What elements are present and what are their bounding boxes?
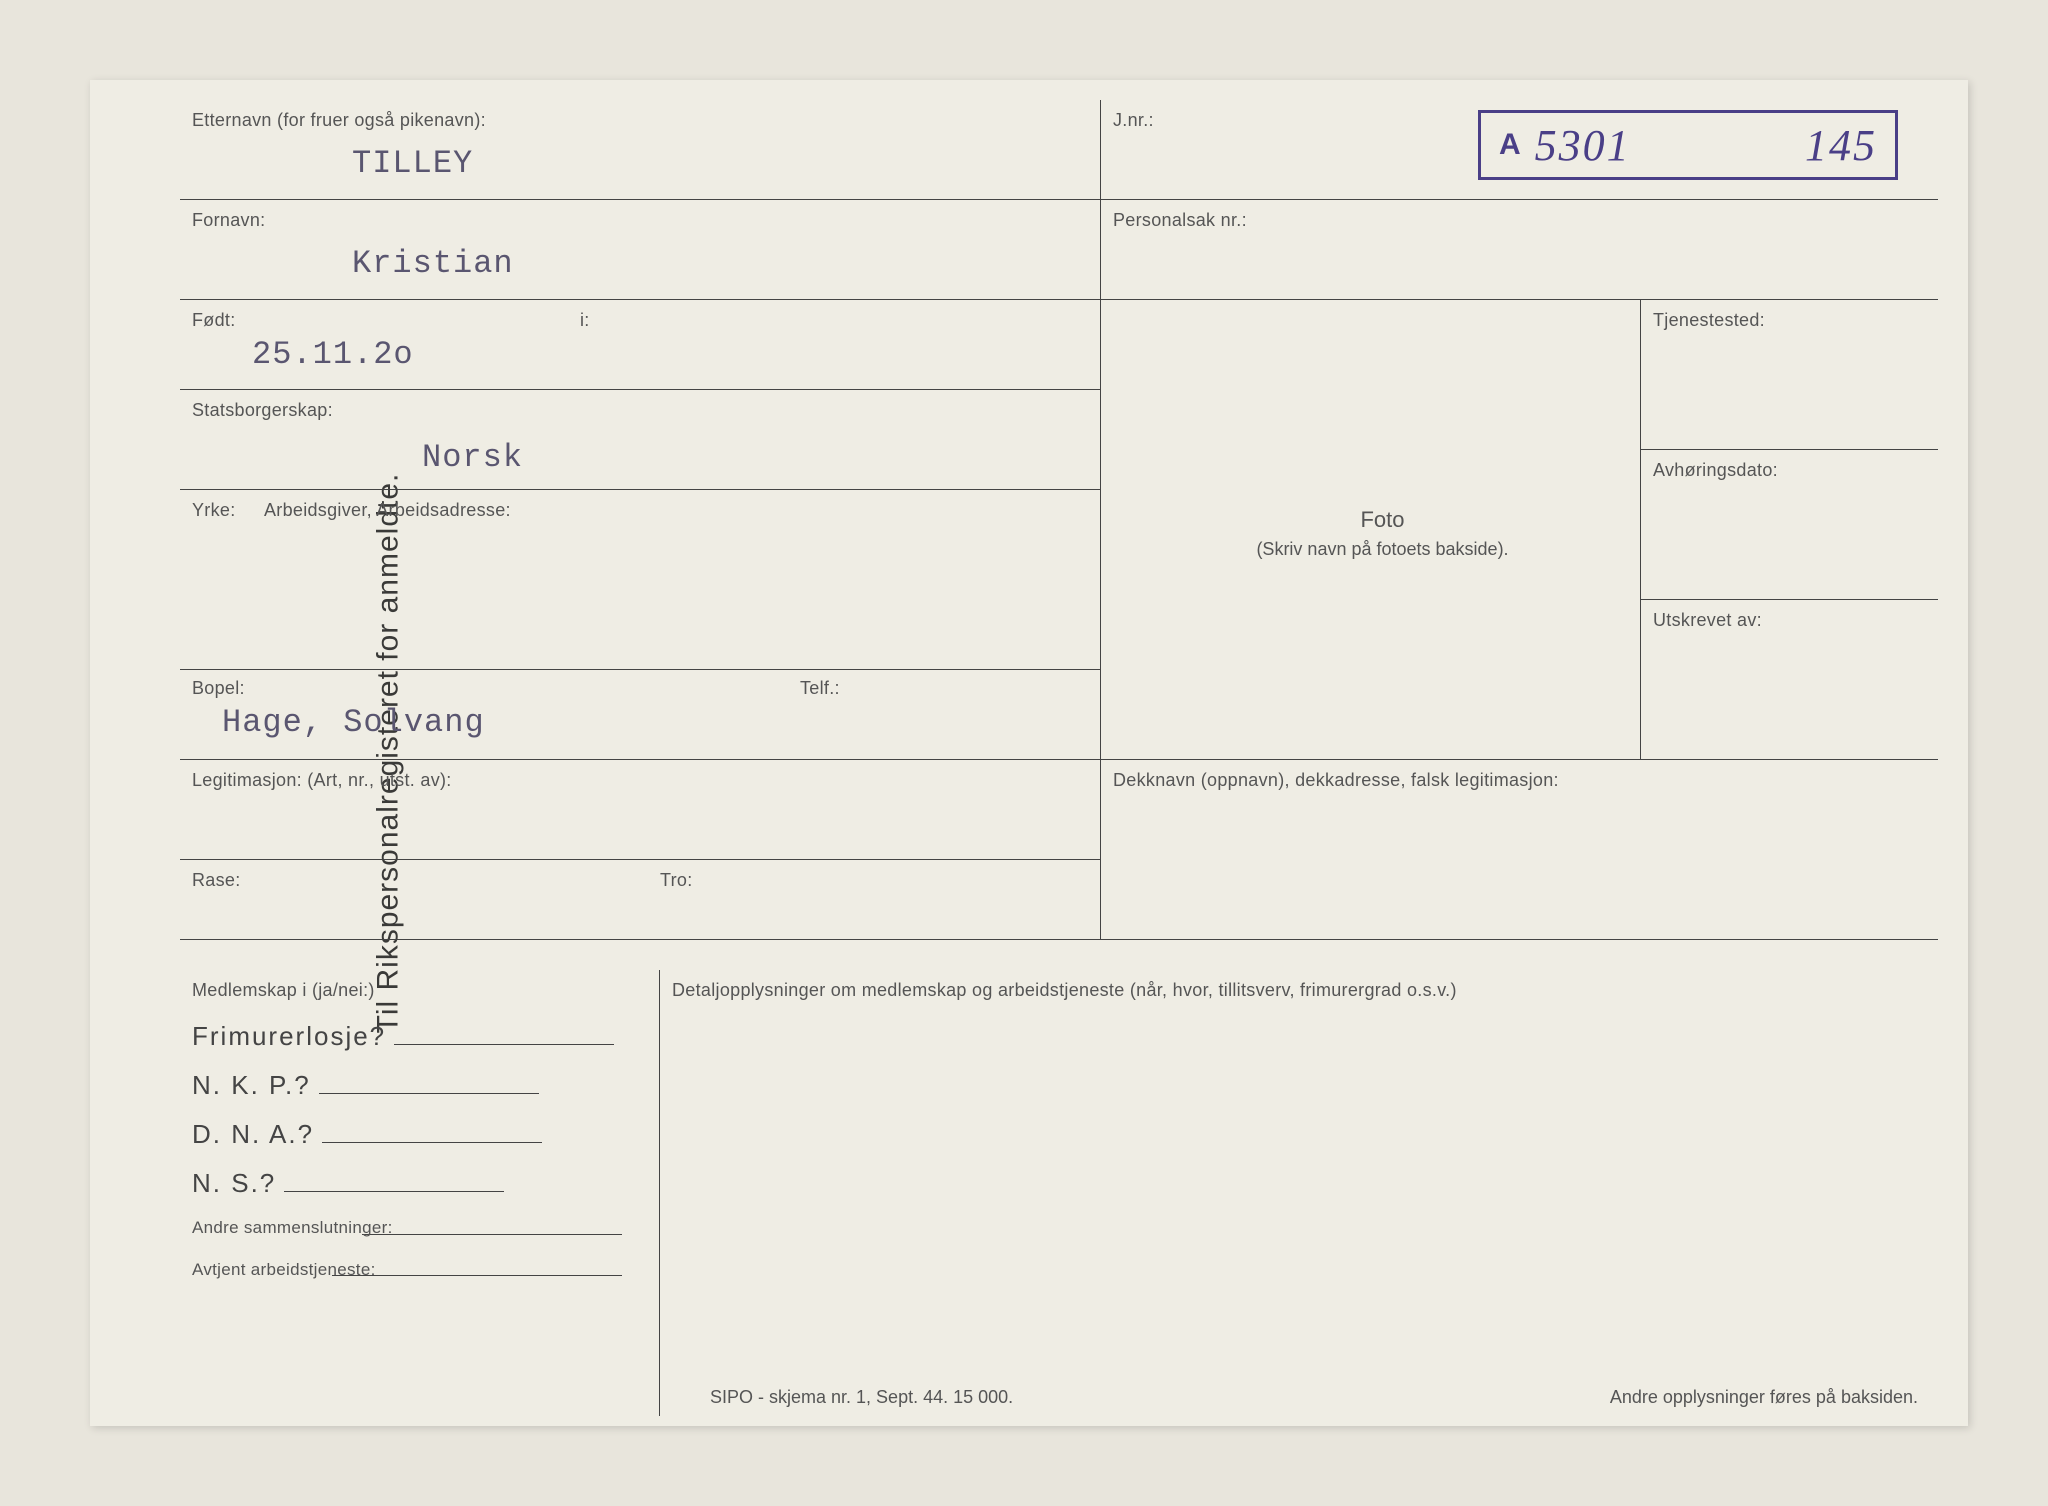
foto-text: Foto (Skriv navn på fotoets bakside). <box>1113 507 1652 560</box>
field-fodt: Født: i: 25.11.2o <box>180 300 1100 390</box>
row-avtjent: Avtjent arbeidstjeneste: <box>192 1261 645 1277</box>
field-avhoringsdato: Avhøringsdato: <box>1640 450 1938 600</box>
section-detalj: Detaljopplysninger om medlemskap og arbe… <box>660 970 1938 1416</box>
field-jnr: J.nr.: <box>1100 100 1938 200</box>
label-detalj: Detaljopplysninger om medlemskap og arbe… <box>672 980 1924 1001</box>
underline-nkp <box>319 1072 539 1094</box>
underline-andre <box>362 1234 622 1235</box>
underline-dna <box>322 1121 542 1143</box>
value-bopel: Hage, Solvang <box>222 704 1086 741</box>
field-utskrevet: Utskrevet av: <box>1640 600 1938 760</box>
label-legitimasjon: Legitimasjon: (Art, nr., utst. av): <box>192 770 1086 791</box>
field-rase-tro: Rase: Tro: <box>180 860 1100 940</box>
label-dna: D. N. A.? <box>192 1119 314 1150</box>
label-telf: Telf.: <box>800 678 840 699</box>
label-ns: N. S.? <box>192 1168 276 1199</box>
form-area: A 5301 145 Etternavn (for fruer også pik… <box>180 100 1938 1416</box>
label-fornavn: Fornavn: <box>192 210 1086 231</box>
value-fodt: 25.11.2o <box>252 336 1086 373</box>
label-fodt: Født: <box>192 310 236 331</box>
label-tro: Tro: <box>660 870 693 891</box>
field-personalsak: Personalsak nr.: <box>1100 200 1938 300</box>
row-ns: N. S.? <box>192 1168 645 1199</box>
field-dekknavn: Dekknavn (oppnavn), dekkadresse, falsk l… <box>1100 760 1938 940</box>
label-andre: Andre sammenslutninger: <box>192 1219 645 1238</box>
label-statsborgerskap: Statsborgerskap: <box>192 400 1086 421</box>
value-statsborgerskap: Norsk <box>422 439 1086 476</box>
label-etternavn: Etternavn (for fruer også pikenavn): <box>192 110 1086 131</box>
underline-frimurer <box>394 1023 614 1045</box>
label-nkp: N. K. P.? <box>192 1070 311 1101</box>
label-foto-sub: (Skriv navn på fotoets bakside). <box>1113 539 1652 560</box>
footer-andre-opp: Andre opplysninger føres på baksiden. <box>1610 1387 1918 1408</box>
card: Til Rikspersonalregisteret for anmeldte.… <box>90 80 1968 1426</box>
row-frimurer: Frimurerlosje? <box>192 1021 645 1052</box>
field-yrke: Yrke: Arbeidsgiver, Arbeidsadresse: <box>180 490 1100 670</box>
underline-ns <box>284 1170 504 1192</box>
label-foto: Foto <box>1113 507 1652 533</box>
field-foto: Foto (Skriv navn på fotoets bakside). <box>1100 300 1640 760</box>
field-legitimasjon: Legitimasjon: (Art, nr., utst. av): <box>180 760 1100 860</box>
label-yrke: Yrke: <box>192 500 236 520</box>
label-frimurer: Frimurerlosje? <box>192 1021 386 1052</box>
label-utskrevet: Utskrevet av: <box>1653 610 1924 631</box>
label-arbeidsgiver: Arbeidsgiver, Arbeidsadresse: <box>264 500 511 520</box>
field-etternavn: Etternavn (for fruer også pikenavn): TIL… <box>180 100 1100 200</box>
label-dekknavn: Dekknavn (oppnavn), dekkadresse, falsk l… <box>1113 770 1924 791</box>
row-dna: D. N. A.? <box>192 1119 645 1150</box>
label-avhoringsdato: Avhøringsdato: <box>1653 460 1924 481</box>
field-fornavn: Fornavn: Kristian <box>180 200 1100 300</box>
label-jnr: J.nr.: <box>1113 110 1924 131</box>
label-avtjent: Avtjent arbeidstjeneste: <box>192 1261 645 1280</box>
value-fornavn: Kristian <box>352 245 1086 282</box>
label-personalsak: Personalsak nr.: <box>1113 210 1924 231</box>
footer-sipo: SIPO - skjema nr. 1, Sept. 44. 15 000. <box>710 1387 1013 1408</box>
row-andre: Andre sammenslutninger: <box>192 1219 645 1235</box>
label-bopel: Bopel: <box>192 678 245 699</box>
page: Til Rikspersonalregisteret for anmeldte.… <box>20 20 2028 1486</box>
label-medlemskap: Medlemskap i (ja/nei:) <box>192 980 645 1001</box>
row-nkp: N. K. P.? <box>192 1070 645 1101</box>
label-rase: Rase: <box>192 870 241 891</box>
label-tjenestested: Tjenestested: <box>1653 310 1924 331</box>
section-medlemskap: Medlemskap i (ja/nei:) Frimurerlosje? N.… <box>180 970 660 1416</box>
value-etternavn: TILLEY <box>352 145 1086 182</box>
label-i: i: <box>580 310 590 331</box>
field-tjenestested: Tjenestested: <box>1640 300 1938 450</box>
field-bopel: Bopel: Telf.: Hage, Solvang <box>180 670 1100 760</box>
field-statsborgerskap: Statsborgerskap: Norsk <box>180 390 1100 490</box>
